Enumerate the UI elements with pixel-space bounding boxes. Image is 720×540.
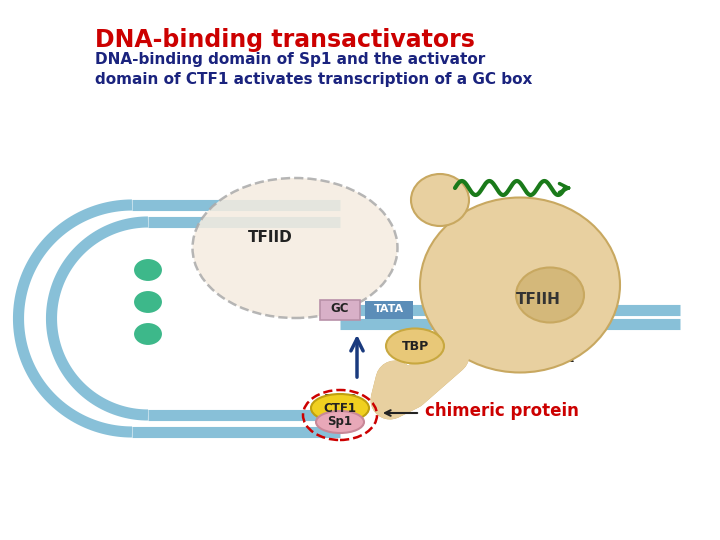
Ellipse shape bbox=[133, 290, 163, 314]
Ellipse shape bbox=[420, 198, 620, 373]
Ellipse shape bbox=[133, 322, 163, 346]
Text: TATA: TATA bbox=[374, 304, 404, 314]
Text: CTF1: CTF1 bbox=[323, 402, 356, 415]
Text: GC: GC bbox=[330, 302, 349, 315]
Ellipse shape bbox=[192, 178, 397, 318]
Ellipse shape bbox=[411, 174, 469, 226]
FancyBboxPatch shape bbox=[320, 300, 360, 320]
Text: TFIIH: TFIIH bbox=[516, 293, 560, 307]
Text: chimeric protein: chimeric protein bbox=[425, 402, 579, 420]
Text: TFIID: TFIID bbox=[248, 231, 292, 246]
Ellipse shape bbox=[311, 394, 369, 422]
FancyBboxPatch shape bbox=[365, 301, 413, 319]
Text: DNA-binding domain of Sp1 and the activator
domain of CTF1 activates transcripti: DNA-binding domain of Sp1 and the activa… bbox=[95, 52, 532, 87]
Ellipse shape bbox=[386, 328, 444, 363]
Text: TBP: TBP bbox=[401, 340, 428, 353]
Text: DNA: DNA bbox=[530, 348, 574, 366]
Text: DNA-binding transactivators: DNA-binding transactivators bbox=[95, 28, 475, 52]
Ellipse shape bbox=[133, 258, 163, 282]
Text: P P P: P P P bbox=[324, 393, 356, 406]
Ellipse shape bbox=[316, 411, 364, 433]
Text: Sp1: Sp1 bbox=[328, 415, 353, 429]
Ellipse shape bbox=[516, 267, 584, 322]
